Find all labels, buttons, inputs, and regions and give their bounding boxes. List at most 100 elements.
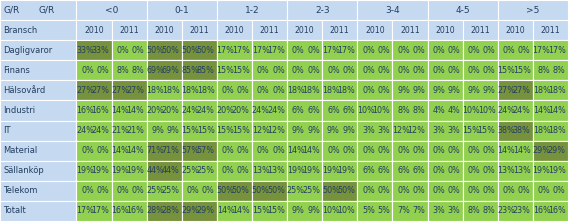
- Bar: [182, 60, 217, 80]
- Bar: [182, 40, 217, 60]
- Text: 19%: 19%: [533, 166, 550, 175]
- Bar: [252, 181, 287, 201]
- Bar: [182, 141, 217, 161]
- Bar: [217, 20, 252, 40]
- Bar: [252, 161, 287, 181]
- Bar: [252, 20, 287, 40]
- Bar: [217, 80, 252, 101]
- Text: 4%: 4%: [432, 106, 445, 115]
- Bar: [147, 181, 182, 201]
- Text: 10%: 10%: [478, 106, 495, 115]
- Bar: [357, 201, 392, 221]
- Text: 50%: 50%: [252, 186, 270, 195]
- Text: 9%: 9%: [166, 126, 179, 135]
- Text: 29%: 29%: [548, 146, 566, 155]
- Bar: [111, 141, 147, 161]
- Bar: [428, 80, 463, 101]
- Text: 15%: 15%: [252, 206, 270, 215]
- Text: 19%: 19%: [548, 166, 566, 175]
- Text: 6%: 6%: [292, 106, 304, 115]
- Bar: [357, 0, 428, 20]
- Text: 20%: 20%: [216, 106, 235, 115]
- Bar: [322, 201, 357, 221]
- Text: 24%: 24%: [91, 126, 109, 135]
- Bar: [111, 181, 147, 201]
- Text: 24%: 24%: [498, 106, 515, 115]
- Bar: [252, 40, 287, 60]
- Text: 29%: 29%: [197, 206, 215, 215]
- Text: 0%: 0%: [377, 146, 390, 155]
- Text: 0%: 0%: [397, 66, 410, 75]
- Bar: [463, 60, 498, 80]
- Text: 29%: 29%: [181, 206, 199, 215]
- Bar: [463, 20, 498, 40]
- Text: 18%: 18%: [548, 126, 566, 135]
- Text: 19%: 19%: [127, 166, 144, 175]
- Text: 71%: 71%: [162, 146, 179, 155]
- Bar: [357, 120, 392, 141]
- Bar: [287, 161, 322, 181]
- Text: 4-5: 4-5: [456, 6, 470, 15]
- Bar: [463, 141, 498, 161]
- Bar: [287, 120, 322, 141]
- Text: 0%: 0%: [483, 186, 495, 195]
- Bar: [182, 20, 217, 40]
- Text: 27%: 27%: [111, 86, 129, 95]
- Bar: [357, 120, 392, 141]
- Bar: [77, 60, 111, 80]
- Text: 14%: 14%: [548, 106, 566, 115]
- Text: 18%: 18%: [182, 86, 199, 95]
- Bar: [392, 141, 428, 161]
- Bar: [463, 120, 498, 141]
- Text: 18%: 18%: [337, 86, 355, 95]
- Bar: [111, 201, 147, 221]
- Bar: [498, 101, 533, 120]
- Bar: [217, 181, 252, 201]
- Bar: [77, 20, 111, 40]
- Text: 18%: 18%: [322, 86, 340, 95]
- Bar: [182, 161, 217, 181]
- Bar: [287, 80, 322, 101]
- Text: 12%: 12%: [392, 126, 410, 135]
- Bar: [463, 80, 498, 101]
- Text: 0%: 0%: [432, 66, 445, 75]
- Bar: [77, 141, 111, 161]
- Bar: [428, 120, 463, 141]
- Bar: [252, 120, 287, 141]
- Bar: [533, 20, 568, 40]
- Bar: [498, 161, 533, 181]
- Bar: [498, 120, 533, 141]
- Text: 2011: 2011: [400, 26, 420, 35]
- Text: 0%: 0%: [397, 146, 410, 155]
- Text: 9%: 9%: [483, 86, 495, 95]
- Bar: [498, 141, 533, 161]
- Text: 38%: 38%: [513, 126, 531, 135]
- Text: 50%: 50%: [147, 46, 164, 55]
- Text: 18%: 18%: [302, 86, 320, 95]
- Text: 0%: 0%: [116, 46, 129, 55]
- Bar: [147, 141, 182, 161]
- Text: 14%: 14%: [498, 146, 515, 155]
- Text: 0%: 0%: [272, 66, 285, 75]
- Text: 0%: 0%: [503, 46, 515, 55]
- Text: Totalt: Totalt: [3, 206, 26, 215]
- Bar: [287, 181, 322, 201]
- Text: 0%: 0%: [81, 186, 94, 195]
- Text: 0%: 0%: [257, 66, 270, 75]
- Text: 2010: 2010: [295, 26, 315, 35]
- Bar: [392, 40, 428, 60]
- Bar: [463, 201, 498, 221]
- Bar: [182, 161, 217, 181]
- Bar: [533, 181, 568, 201]
- Text: 0%: 0%: [377, 46, 390, 55]
- Text: 6%: 6%: [397, 166, 410, 175]
- Text: 7%: 7%: [397, 206, 410, 215]
- Text: 28%: 28%: [147, 206, 164, 215]
- Bar: [533, 120, 568, 141]
- Bar: [498, 0, 568, 20]
- Bar: [463, 101, 498, 120]
- Bar: [111, 201, 147, 221]
- Bar: [357, 20, 392, 40]
- Bar: [533, 40, 568, 60]
- Text: 15%: 15%: [181, 126, 199, 135]
